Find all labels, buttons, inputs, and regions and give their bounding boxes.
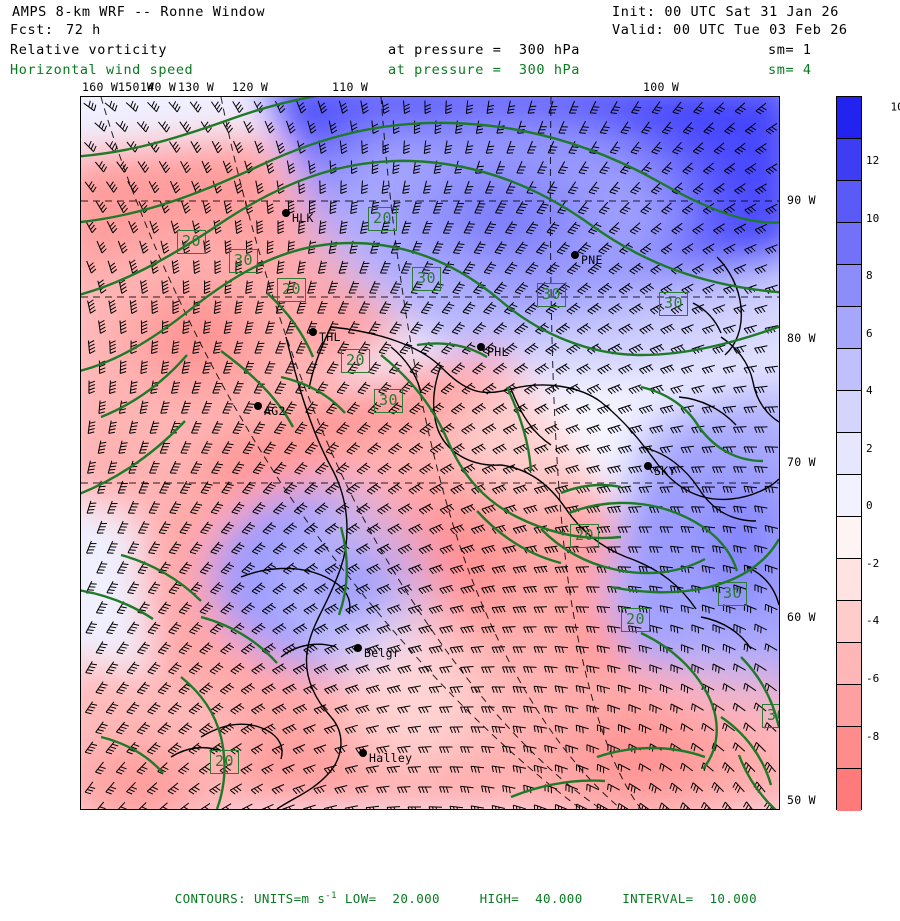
colorbar-tick-label: 6 [866,327,873,340]
contour-value-label: 20 [621,608,650,632]
colorbar-cell [837,349,861,391]
colorbar-cell [837,517,861,559]
station-marker[interactable] [644,462,652,470]
station-marker[interactable] [254,402,262,410]
contour-value-label: 30 [718,582,747,606]
station-marker[interactable] [354,644,362,652]
colorbar-tick-label: 8 [866,269,873,282]
colorbar-cell [837,391,861,433]
contour-value-label: 20 [341,349,370,373]
colorbar-tick-label: 12 [866,154,879,167]
colorbar-tick-label: 2 [866,442,873,455]
forecast-hour-value: 72 h [66,22,101,38]
colorbar-tick-label: -4 [866,614,879,627]
colorbar-cell [837,307,861,349]
field-1-name: Relative vorticity [10,42,167,58]
colorbar-cell [837,601,861,643]
lon-tick-label: 160 W [82,80,118,94]
lon-tick-label: 140 W [140,80,176,94]
colorbar-cell [837,727,861,769]
colorbar-tick-label: 10 [866,212,879,225]
header: AMPS 8-km WRF -- Ronne Window Init: 00 U… [0,0,900,86]
station-marker[interactable] [309,328,317,336]
amps-forecast-chart: AMPS 8-km WRF -- Ronne Window Init: 00 U… [0,0,900,900]
station-label: PHL [487,345,509,359]
contour-value-label: 20 [210,750,239,774]
colorbar-units: 10-5 s-1 [864,86,900,127]
valid-time: Valid: 00 UTC Tue 03 Feb 26 [612,22,848,38]
lat-tick-label: 80 W [787,331,816,345]
station-marker[interactable] [282,209,290,217]
station-label: PNE [581,253,603,267]
contour-info-footer: CONTOURS: UNITS=m s-1 LOW= 20.000 HIGH= … [0,876,900,921]
contour-value-label: 20 [177,230,206,254]
lat-tick-label: 50 W [787,793,816,807]
contour-value-label: 30 [229,249,258,273]
station-label: THL [319,330,341,344]
field-2-level: at pressure = 300 hPa [388,62,580,78]
station-marker[interactable] [359,749,367,757]
station-label: Belgr [364,646,400,660]
footer-prefix: CONTOURS: UNITS=m s [175,891,326,906]
colorbar-cell [837,475,861,517]
contour-value-label: 30 [659,292,688,316]
vorticity-colorbar[interactable] [836,96,862,810]
lon-tick-label: 130 W [178,80,214,94]
station-label: Halley [369,751,412,765]
model-title: AMPS 8-km WRF -- Ronne Window [12,4,265,20]
colorbar-units-base: 10 [891,101,900,114]
colorbar-tick-label: -2 [866,557,879,570]
colorbar-cell [837,223,861,265]
field-2-name: Horizontal wind speed [10,62,193,78]
lat-tick-label: 70 W [787,455,816,469]
footer-values: LOW= 20.000 HIGH= 40.000 INTERVAL= 10.00… [337,891,757,906]
colorbar-cell [837,181,861,223]
wind-speed-contours [81,97,779,809]
colorbar-cell [837,559,861,601]
lon-tick-label: 120 W [232,80,268,94]
colorbar-cell [837,139,861,181]
colorbar-cell [837,97,861,139]
contour-value-label: 30 [412,267,441,291]
lon-tick-label: 110 W [332,80,368,94]
contour-value-label: 30 [762,704,780,728]
contour-value-label: 20 [368,207,397,231]
colorbar-cell [837,643,861,685]
colorbar-tick-label: 0 [866,499,873,512]
contour-value-label: 20 [277,278,306,302]
field-1-smoothing: sm= 1 [768,42,812,58]
colorbar-cell [837,433,861,475]
colorbar-cell [837,685,861,727]
station-label: HLK [292,211,314,225]
station-marker[interactable] [571,251,579,259]
lat-tick-label: 60 W [787,610,816,624]
contour-value-label: 30 [537,283,566,307]
contour-value-label: 20 [570,524,599,548]
lat-tick-label: 90 W [787,193,816,207]
map-panel[interactable]: 203020203030302030202030302020 HLKPNETHL… [80,96,780,810]
init-time: Init: 00 UTC Sat 31 Jan 26 [612,4,839,20]
colorbar-tick-label: -8 [866,730,879,743]
lon-tick-label: 100 W [643,80,679,94]
station-label: SKY [654,464,676,478]
station-marker[interactable] [477,343,485,351]
colorbar-cell [837,265,861,307]
colorbar-tick-label: 4 [866,384,873,397]
contour-value-label: 30 [374,389,403,413]
station-label: AG2 [264,404,286,418]
forecast-hour-label: Fcst: [10,22,54,38]
colorbar-tick-label: -6 [866,672,879,685]
colorbar-cell [837,769,861,811]
field-2-smoothing: sm= 4 [768,62,812,78]
field-1-level: at pressure = 300 hPa [388,42,580,58]
